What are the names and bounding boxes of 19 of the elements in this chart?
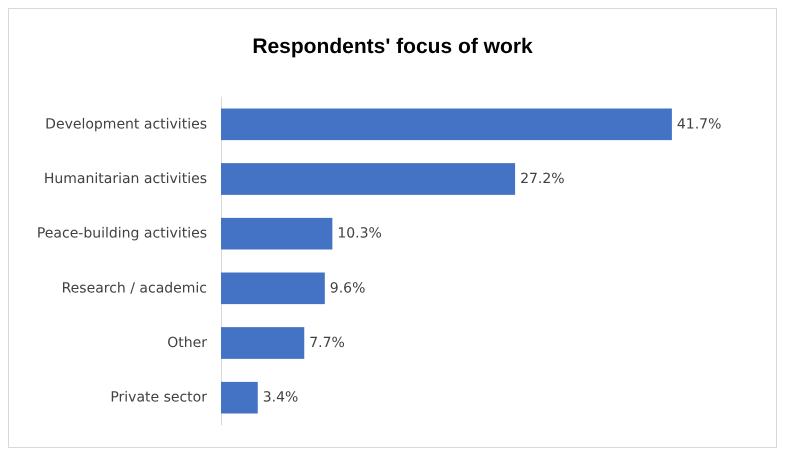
- bar: [221, 218, 332, 250]
- data-label: 7.7%: [309, 335, 345, 351]
- bar: [221, 108, 672, 140]
- y-tick-label: Other: [167, 335, 208, 351]
- y-tick-label: Development activities: [45, 116, 207, 132]
- bar: [221, 163, 516, 195]
- chart-title: Respondents' focus of work: [252, 35, 533, 58]
- data-label: 10.3%: [337, 226, 382, 242]
- y-tick-label: Peace-building activities: [36, 226, 207, 242]
- data-label: 27.2%: [520, 171, 565, 187]
- data-label: 41.7%: [676, 116, 722, 132]
- bar: [221, 272, 325, 304]
- data-label: 3.4%: [262, 390, 298, 406]
- y-tick-label: Private sector: [110, 390, 208, 406]
- bar: [221, 382, 258, 414]
- data-label: 9.6%: [330, 280, 366, 296]
- y-tick-label: Research / academic: [62, 280, 207, 296]
- bar: [221, 327, 304, 359]
- y-tick-label: Humanitarian activities: [44, 171, 207, 187]
